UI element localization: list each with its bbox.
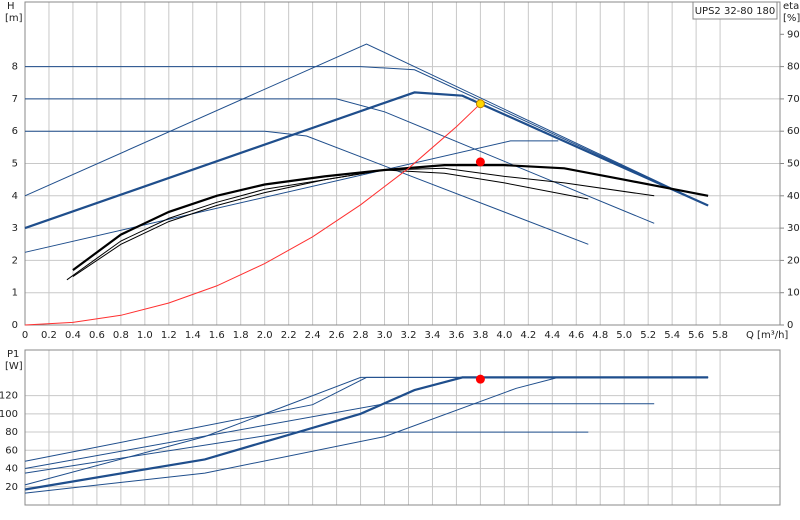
- y2-tick-label: 90: [787, 29, 800, 40]
- x-tick-label: 3.6: [448, 330, 464, 341]
- x-tick-label: 0.2: [41, 330, 57, 341]
- y2-tick-label: 20: [787, 255, 800, 266]
- y-axis-label: H: [7, 1, 15, 12]
- y-tick-label: 3: [12, 223, 18, 234]
- x-tick-label: 5.0: [616, 330, 632, 341]
- x-tick-label: 5.2: [640, 330, 656, 341]
- curve: [24, 376, 709, 494]
- y-tick-label: 0: [12, 320, 18, 331]
- curve: [24, 91, 709, 230]
- y2-tick-label: 10: [787, 288, 800, 299]
- curve: [24, 403, 655, 469]
- x-tick-label: 2.6: [329, 330, 345, 341]
- y2-axis-unit: [%]: [783, 13, 800, 24]
- curve: [24, 431, 589, 474]
- curve: [72, 164, 709, 271]
- x-tick-label: 2.8: [353, 330, 369, 341]
- x-tick-label: 4.2: [520, 330, 536, 341]
- y-tick-label: 120: [0, 391, 18, 402]
- x-tick-label: 5.4: [664, 330, 680, 341]
- curve: [25, 98, 655, 224]
- x-tick-label: 0.4: [65, 330, 81, 341]
- y-tick-label: 40: [5, 464, 18, 475]
- x-tick-label: 5.8: [712, 330, 728, 341]
- y2-tick-label: 80: [787, 62, 800, 73]
- x-tick-label: 3.2: [401, 330, 417, 341]
- x-tick-label: 2.2: [281, 330, 297, 341]
- x-tick-label: 3.0: [377, 330, 393, 341]
- x-tick-label: 0.6: [89, 330, 105, 341]
- operating-point: [475, 374, 485, 384]
- x-tick-label: 5.6: [688, 330, 704, 341]
- y-tick-label: 6: [12, 126, 18, 137]
- x-tick-label: 3.8: [472, 330, 488, 341]
- chart-title: UPS2 32-80 180: [695, 6, 776, 17]
- y-tick-label: 4: [12, 191, 18, 202]
- x-tick-label: 3.4: [425, 330, 441, 341]
- y-tick-label: 100: [0, 409, 18, 420]
- y2-tick-label: 30: [787, 223, 800, 234]
- x-tick-label: 1.2: [161, 330, 177, 341]
- y-tick-label: 5: [12, 159, 18, 170]
- x-tick-label: 4.0: [496, 330, 512, 341]
- x-tick-label: 4.4: [544, 330, 560, 341]
- plot-frame: [24, 1, 781, 326]
- operating-point: [475, 157, 485, 167]
- title-box: [692, 1, 778, 20]
- plot-frame: [24, 349, 781, 506]
- x-tick-label: 1.8: [233, 330, 249, 341]
- x-tick-label: 2.0: [257, 330, 273, 341]
- y-axis-label: P1: [7, 349, 19, 360]
- x-tick-label: 2.4: [305, 330, 321, 341]
- y2-tick-label: 0: [787, 320, 793, 331]
- y2-tick-label: 70: [787, 94, 800, 105]
- operating-point: [475, 99, 485, 109]
- curve: [24, 43, 709, 206]
- y2-tick-label: 40: [787, 191, 800, 202]
- y-tick-label: 20: [5, 482, 18, 493]
- x-tick-label: 1.0: [137, 330, 153, 341]
- y-tick-label: 60: [5, 445, 18, 456]
- curve: [24, 376, 709, 486]
- curve: [25, 66, 709, 206]
- y2-axis-label: eta: [783, 1, 799, 12]
- y-axis-unit: [W]: [5, 361, 23, 372]
- y-tick-label: 1: [12, 288, 18, 299]
- curve: [72, 169, 589, 278]
- y2-tick-label: 50: [787, 159, 800, 170]
- curve: [24, 103, 481, 326]
- x-axis-label: Q [m³/h]: [746, 330, 788, 341]
- y-tick-label: 2: [12, 255, 18, 266]
- x-tick-label: 0: [22, 330, 28, 341]
- y-tick-label: 8: [12, 62, 18, 73]
- y-axis-unit: [m]: [5, 13, 23, 24]
- curve: [25, 130, 589, 245]
- y-tick-label: 80: [5, 427, 18, 438]
- x-tick-label: 4.8: [592, 330, 608, 341]
- y2-tick-label: 60: [787, 126, 800, 137]
- y-tick-label: 7: [12, 94, 18, 105]
- x-tick-label: 1.4: [185, 330, 201, 341]
- x-tick-label: 0.8: [113, 330, 129, 341]
- x-tick-label: 1.6: [209, 330, 225, 341]
- x-tick-label: 4.6: [568, 330, 584, 341]
